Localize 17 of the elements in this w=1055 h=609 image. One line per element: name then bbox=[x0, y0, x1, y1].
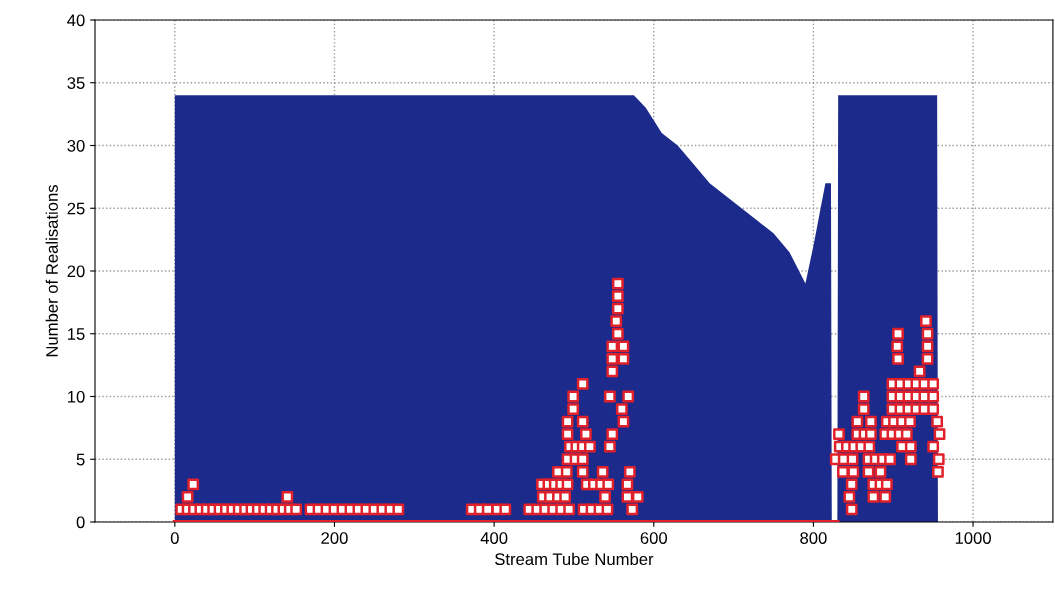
y-tick-label: 40 bbox=[67, 14, 85, 27]
y-tick-label: 15 bbox=[68, 328, 85, 340]
y-tick-label: 25 bbox=[67, 202, 85, 215]
x-tick-label: 0 bbox=[170, 532, 179, 544]
x-tick-label: 800 bbox=[800, 532, 827, 544]
x-axis-title: Stream Tube Number bbox=[495, 552, 654, 566]
y-tick-label: 0 bbox=[76, 516, 85, 529]
x-tick-label: 1000 bbox=[955, 532, 991, 544]
y-axis-title: Number of Realisations bbox=[45, 184, 58, 357]
y-tick-label: 30 bbox=[67, 139, 85, 152]
y-tick-label: 20 bbox=[67, 265, 85, 278]
y-tick-label: 10 bbox=[68, 390, 85, 403]
y-tick-label: 35 bbox=[67, 77, 85, 89]
y-tick-label: 5 bbox=[76, 453, 85, 466]
x-tick-label: 200 bbox=[321, 532, 348, 544]
x-tick-label: 400 bbox=[480, 532, 508, 544]
x-tick-label: 600 bbox=[640, 532, 668, 544]
